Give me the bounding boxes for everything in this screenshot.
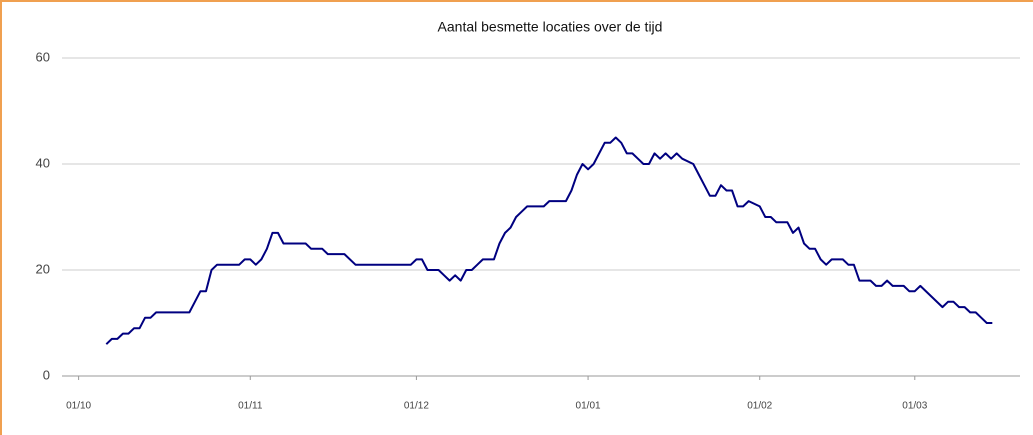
x-tick-label: 01/10: [66, 401, 91, 412]
y-tick-label: 40: [36, 155, 50, 170]
x-tick-label: 01/03: [902, 401, 927, 412]
line: [105, 136, 993, 345]
x-tick-label: 01/01: [576, 401, 601, 412]
x-tick-label: 01/11: [238, 401, 263, 412]
y-tick-label: 20: [36, 261, 50, 276]
x-tick-label: 01/02: [747, 401, 772, 412]
y-tick-label: 0: [43, 367, 50, 382]
y-tick-label: 60: [36, 49, 50, 64]
chart-title: Aantal besmette locaties over de tijd: [438, 19, 663, 35]
x-tick-label: 01/12: [404, 401, 429, 412]
